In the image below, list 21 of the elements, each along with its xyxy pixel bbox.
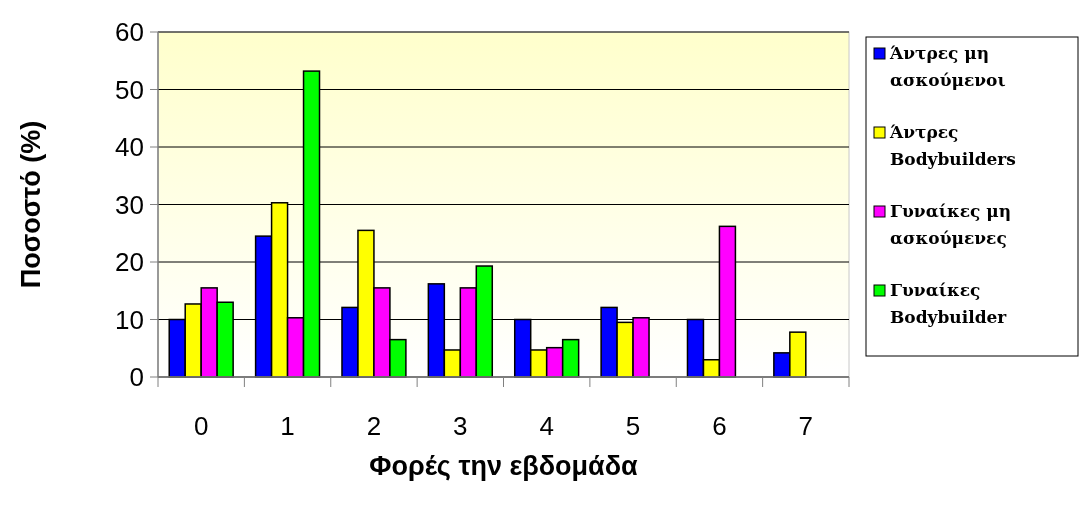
x-tick-label: 5 bbox=[625, 411, 641, 441]
y-tick-label: 20 bbox=[115, 247, 144, 278]
y-tick-label: 0 bbox=[129, 362, 144, 393]
x-tick-label: 3 bbox=[453, 411, 468, 441]
y-axis-title: Ποσοστό (%) bbox=[16, 120, 46, 289]
y-tick-label: 30 bbox=[115, 189, 144, 220]
y-tick-label: 10 bbox=[115, 304, 144, 335]
x-tick-label: 0 bbox=[193, 411, 209, 441]
x-tick-label: 7 bbox=[798, 411, 814, 441]
legend-label: Γυναίκες Bodybuilder bbox=[890, 280, 1008, 327]
x-tick-label: 2 bbox=[366, 411, 382, 441]
x-axis-title: Φορές την εβδομάδα bbox=[369, 451, 639, 481]
y-tick-label: 40 bbox=[115, 132, 144, 163]
y-tick-label: 60 bbox=[115, 17, 144, 48]
x-tick-label: 6 bbox=[712, 411, 727, 441]
x-tick-label: 4 bbox=[539, 411, 554, 441]
legend-label: Άντρες Bodybuilders bbox=[889, 122, 1016, 169]
x-tick-label: 1 bbox=[280, 411, 295, 441]
y-tick-label: 50 bbox=[115, 74, 144, 105]
legend-label: Γυναίκες μη ασκούμενες bbox=[890, 201, 1012, 248]
legend-label: Άντρες μη ασκούμενοι bbox=[889, 43, 1006, 90]
